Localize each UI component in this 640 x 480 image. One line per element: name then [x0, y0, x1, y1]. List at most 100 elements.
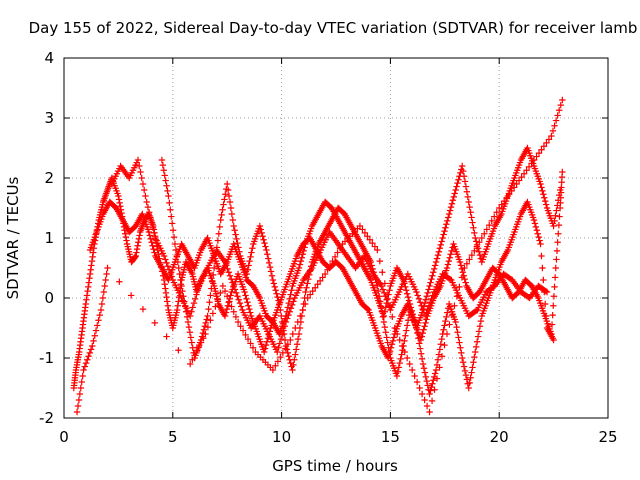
data-point	[403, 290, 411, 297]
data-point	[384, 291, 391, 298]
data-point	[271, 283, 278, 291]
data-point	[471, 229, 478, 237]
data-point	[246, 305, 253, 313]
data-point	[466, 379, 473, 387]
data-point	[231, 286, 239, 293]
data-point	[150, 245, 157, 253]
data-point	[538, 184, 545, 191]
data-point	[219, 282, 227, 290]
data-point	[422, 312, 429, 320]
data-point	[397, 355, 404, 363]
data-point	[334, 249, 341, 256]
data-point	[237, 323, 244, 330]
data-point	[262, 341, 270, 349]
data-point	[431, 265, 438, 273]
data-point	[533, 227, 541, 234]
data-point	[423, 402, 431, 410]
data-point	[559, 96, 566, 104]
data-point	[207, 317, 214, 324]
data-point	[145, 209, 153, 216]
data-point	[89, 253, 96, 261]
data-point	[275, 344, 282, 351]
data-point	[508, 187, 515, 195]
data-point	[390, 334, 398, 341]
data-point	[261, 239, 268, 247]
data-point	[230, 222, 237, 230]
data-point	[117, 203, 124, 210]
data-point	[243, 295, 250, 303]
data-point	[82, 300, 89, 308]
data-point	[473, 243, 481, 250]
data-point	[545, 136, 553, 143]
data-point	[132, 252, 140, 260]
x-tick-label: 15	[381, 428, 400, 446]
data-point	[122, 230, 129, 237]
data-point	[542, 300, 549, 308]
data-point	[307, 263, 315, 270]
data-point	[244, 299, 251, 306]
data-point	[175, 264, 182, 272]
data-point	[415, 295, 423, 303]
y-tick-label: 2	[44, 169, 54, 187]
data-point	[293, 346, 300, 353]
data-point	[441, 341, 448, 349]
data-point	[262, 243, 269, 250]
data-point	[401, 348, 408, 356]
data-point	[460, 173, 468, 180]
data-point	[90, 245, 98, 252]
data-point	[500, 197, 508, 205]
data-point	[415, 335, 422, 342]
data-point	[476, 323, 484, 330]
data-point	[403, 354, 411, 362]
data-point	[236, 299, 244, 307]
data-point	[139, 180, 147, 188]
data-point	[138, 174, 145, 182]
data-point	[190, 299, 198, 307]
data-point	[552, 212, 559, 219]
data-point	[185, 323, 193, 331]
data-point	[229, 216, 236, 224]
data-point	[525, 163, 533, 171]
data-point	[245, 302, 252, 309]
data-point	[95, 317, 102, 324]
data-point	[431, 262, 439, 269]
data-point	[206, 299, 213, 306]
data-point	[513, 180, 520, 188]
data-point	[87, 346, 95, 353]
data-point	[193, 347, 200, 355]
data-point	[135, 239, 142, 246]
data-point	[257, 226, 264, 233]
data-point	[101, 282, 108, 290]
data-point	[211, 257, 219, 265]
data-point	[369, 265, 376, 273]
data-point	[147, 214, 154, 221]
x-tick-label: 25	[598, 428, 617, 446]
data-point	[176, 270, 183, 278]
data-point	[470, 359, 477, 366]
y-tick-label: -1	[39, 349, 54, 367]
data-point	[287, 291, 294, 298]
data-point	[469, 219, 476, 226]
data-point	[384, 339, 391, 346]
data-point	[550, 222, 557, 230]
data-point	[404, 293, 412, 301]
data-point	[443, 330, 451, 338]
data-point	[467, 374, 474, 381]
data-point	[478, 234, 485, 242]
data-point	[329, 257, 336, 265]
data-point	[379, 269, 386, 276]
data-point	[88, 257, 96, 265]
data-point	[448, 311, 456, 319]
data-point	[438, 335, 445, 343]
data-point	[444, 309, 451, 316]
data-point	[324, 266, 331, 273]
data-point	[169, 227, 177, 234]
data-point	[287, 305, 295, 312]
y-tick-label: 4	[44, 49, 54, 67]
data-point	[167, 269, 174, 277]
data-point	[531, 220, 539, 227]
data-point	[451, 302, 458, 309]
data-point	[294, 318, 301, 326]
x-tick-label: 20	[490, 428, 509, 446]
data-point	[288, 287, 295, 294]
